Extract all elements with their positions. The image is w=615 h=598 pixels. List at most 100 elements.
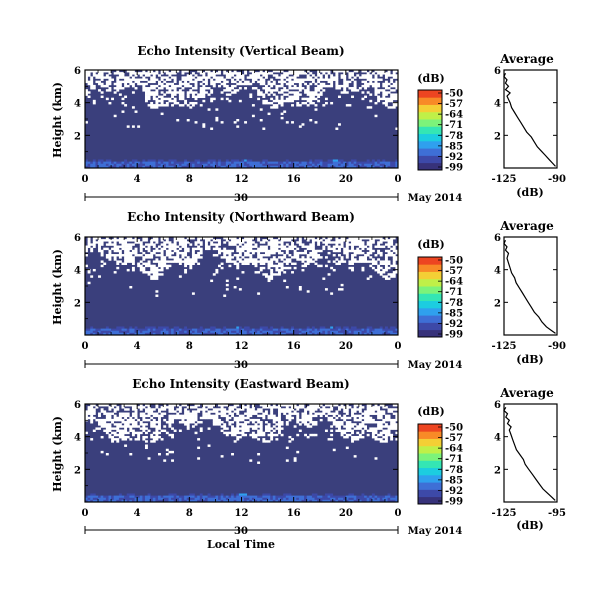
heatmap-cell [228,332,232,336]
heatmap-cell [384,438,388,441]
heatmap-cell [309,416,313,420]
heatmap-cell [395,268,399,272]
heatmap-cell [147,497,151,501]
heatmap-cell [291,497,294,501]
heatmap-cell [280,256,284,259]
heatmap-cell [150,435,154,439]
heatmap-cell [345,70,349,73]
heatmap-cell [163,264,167,268]
heatmap-cell [202,412,206,415]
heatmap-cell [278,163,281,167]
heatmap-cell [144,404,148,407]
heatmap-cell [306,89,310,92]
heatmap-cell [197,446,201,450]
heatmap-cell [111,239,114,242]
heatmap-cell [108,258,112,261]
heatmap-cell [204,161,208,165]
heatmap-cell [377,241,381,244]
heatmap-cell [327,239,331,242]
heatmap-cell [251,408,255,411]
heatmap-cell [272,416,276,420]
heatmap-cell [387,241,391,244]
heatmap-cell [142,416,146,420]
heatmap-cell [150,277,154,280]
heatmap-cell [348,72,352,75]
heatmap-cell [163,70,167,73]
heatmap-cell [275,328,279,332]
heatmap-cell [220,410,224,413]
heatmap-cell [351,440,354,443]
heatmap-cell [257,247,261,251]
heatmap-cell [387,161,391,165]
heatmap-cell [317,254,321,257]
heatmap-cell [249,410,253,413]
heatmap-cell [348,497,352,501]
heatmap-cell [118,429,122,432]
heatmap-cell [338,288,341,291]
heatmap-cell [121,438,125,441]
heatmap-cell [137,125,141,128]
heatmap-cell [345,404,349,407]
heatmap-cell [155,290,159,293]
heatmap-cell [160,266,164,270]
heatmap-cell [319,418,323,422]
heatmap-cell [199,416,203,420]
colorbar-segment [418,438,442,447]
heatmap-cell [95,427,99,430]
heatmap-cell [244,161,248,165]
heatmap-cell [225,499,229,503]
heatmap-cell [364,332,367,336]
heatmap-cell [382,97,386,101]
heatmap-cell [186,82,190,86]
heatmap-cell [152,78,156,81]
heatmap-cell [249,245,253,248]
colorbar-tick-label: -78 [445,465,463,476]
heatmap-cell [241,330,245,334]
heatmap-cell [272,273,276,276]
heatmap-cell [366,412,370,415]
heatmap-cell [241,74,245,77]
heatmap-cell [116,245,120,248]
heatmap-cell [225,260,229,263]
heatmap-cell [306,99,310,103]
heatmap-cell [163,330,167,334]
heatmap-cell [379,89,383,92]
heatmap-cell [374,161,378,165]
heatmap-cell [194,80,198,84]
heatmap-cell [231,78,234,81]
heatmap-cell [317,241,321,244]
heatmap-cell [134,414,138,418]
heatmap-cell [264,499,268,503]
heatmap-cell [351,438,354,441]
heatmap-cell [387,163,391,167]
heatmap-cell [251,497,255,501]
heatmap-cell [272,499,276,503]
heatmap-cell [124,408,128,411]
heatmap-cell [168,264,172,268]
heatmap-cell [225,256,229,259]
heatmap-cell [327,497,331,501]
heatmap-cell [280,495,284,499]
heatmap-cell [392,249,396,253]
heatmap-cell [322,72,326,75]
heatmap-cell [327,78,331,81]
heatmap-cell [340,332,344,336]
heatmap-cell [257,165,261,169]
heatmap-cell [90,328,94,332]
heatmap-cell [345,251,349,255]
heatmap-cell [186,332,190,336]
heatmap-cell [168,159,172,162]
heatmap-cell [204,70,208,73]
heatmap-cell [267,275,271,278]
heatmap-cell [126,414,130,418]
heatmap-cell [259,268,263,272]
heatmap-cell [392,245,396,248]
heatmap-cell [249,495,253,499]
heatmap-cell [100,330,104,334]
heatmap-cell [118,239,122,242]
heatmap-cell [338,260,341,263]
heatmap-cell [202,497,206,501]
heatmap-cell [150,408,154,411]
colorbar-frame [417,89,443,171]
heatmap-cell [379,495,383,499]
